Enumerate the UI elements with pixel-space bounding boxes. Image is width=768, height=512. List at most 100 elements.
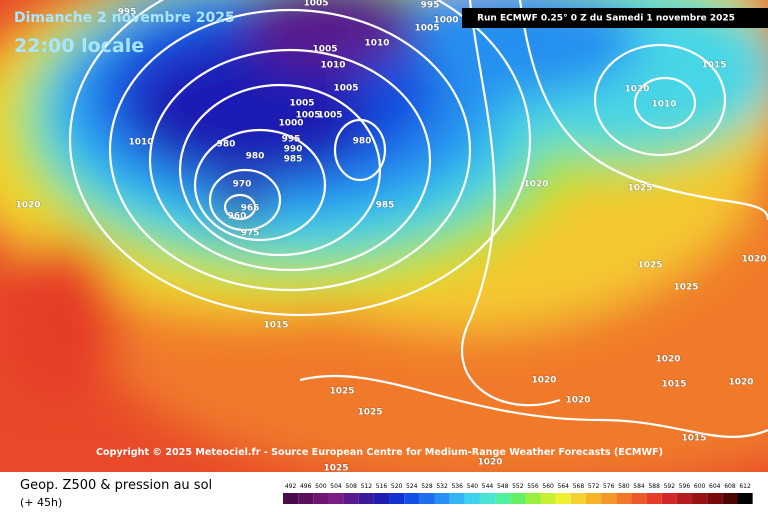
legend-value: 536: [451, 483, 463, 490]
legend-value: 564: [558, 483, 570, 490]
legend-swatch: [676, 493, 693, 504]
isobar-label: 1005: [289, 99, 314, 109]
legend-value: 524: [406, 483, 418, 490]
legend-swatch: [419, 493, 435, 504]
legend-value: 496: [300, 483, 312, 490]
isobar-label: 1020: [741, 255, 766, 265]
legend-swatch: [283, 493, 299, 504]
isobars: [68, 0, 768, 438]
isobar-label: 980: [217, 140, 236, 150]
legend-value: 512: [361, 483, 373, 490]
run-banner: [462, 8, 768, 28]
isobar-label: 1020: [624, 85, 649, 95]
legend-swatch: [449, 493, 465, 504]
legend-swatch: [464, 493, 480, 504]
legend-swatch: [616, 493, 632, 504]
legend-value: 552: [512, 483, 524, 490]
isobar-label: 990: [284, 145, 303, 155]
legend-swatch: [389, 493, 405, 504]
legend-value: 556: [527, 483, 539, 490]
legend-swatch: [692, 493, 708, 504]
legend-swatch: [570, 493, 586, 504]
isobar-label: 1025: [329, 387, 354, 397]
legend-value: 516: [376, 483, 388, 490]
isobar-label: 1010: [364, 39, 389, 49]
legend-swatch: [434, 493, 450, 504]
isobar-label: 1015: [701, 61, 726, 71]
legend-value: 492: [285, 483, 297, 490]
legend-value: 520: [391, 483, 403, 490]
isobar-label: 965: [241, 204, 260, 214]
isobar-label: 1020: [477, 458, 502, 468]
legend-swatch: [631, 493, 647, 504]
isobar-label: 1010: [128, 138, 153, 148]
isobar-label: 985: [284, 155, 303, 165]
isobar-label: 1025: [357, 408, 382, 418]
legend-value: 528: [421, 483, 433, 490]
isobar-label: 1000: [278, 119, 303, 129]
legend-value: 612: [739, 483, 751, 490]
legend-swatch: [661, 493, 677, 504]
legend-value: 580: [618, 483, 630, 490]
legend-value: 504: [330, 483, 342, 490]
legend-value: 548: [497, 483, 509, 490]
legend-value: 596: [679, 483, 691, 490]
isobar-label: 995: [118, 8, 137, 18]
legend-swatch: [737, 493, 753, 504]
date: Dimanche 2 novembre 2025: [14, 10, 235, 26]
isobar-label: 975: [241, 229, 260, 239]
copyright: Copyright © 2025 Meteociel.fr - Source E…: [96, 447, 663, 458]
isobar-label: 995: [421, 1, 440, 11]
isobar-label: 1020: [523, 180, 548, 190]
legend-swatch: [510, 493, 526, 504]
legend-swatch: [495, 493, 511, 504]
isobar-label: 980: [246, 152, 265, 162]
legend-value: 508: [345, 483, 357, 490]
legend-value: 604: [709, 483, 721, 490]
legend-value: 560: [542, 483, 554, 490]
time: 22:00 locale: [14, 35, 144, 57]
legend-value: 600: [694, 483, 706, 490]
isobar-label: 1020: [565, 396, 590, 406]
legend-value: 584: [633, 483, 645, 490]
isobar-label: 1020: [655, 355, 680, 365]
isobar-label: 1005: [303, 0, 328, 9]
legend-value: 592: [664, 483, 676, 490]
isobar-label: 980: [353, 137, 372, 147]
isobar-label: 1020: [531, 376, 556, 386]
footer-lead: (+ 45h): [20, 496, 62, 509]
legend-swatch: [373, 493, 390, 504]
isobar-label: 1015: [661, 380, 686, 390]
footer-title: Geop. Z500 & pression au sol: [20, 478, 212, 493]
legend-value: 500: [315, 483, 327, 490]
legend: 492 496 500 504 508 512 516 520 524 528 532 536 540 5…: [283, 483, 753, 504]
isobar-label: 1005: [414, 24, 439, 34]
legend-value: 532: [436, 483, 448, 490]
legend-swatch: [555, 493, 571, 504]
legend-swatch: [525, 493, 541, 504]
isobar-label: 1005: [317, 111, 342, 121]
legend-value: 588: [648, 483, 660, 490]
isobar-label: 1020: [15, 201, 40, 211]
isobar-label: 1005: [333, 84, 358, 94]
legend-swatch: [601, 493, 617, 504]
isobar-label: 1025: [627, 184, 652, 194]
run-info: Run ECMWF 0.25° 0 Z du Samedi 1 novembre…: [477, 14, 735, 24]
legend-swatch: [343, 493, 359, 504]
isobar-label: 1010: [651, 100, 676, 110]
isobar-label: 1025: [637, 261, 662, 271]
legend-swatch: [479, 493, 496, 504]
legend-swatch: [358, 493, 374, 504]
legend-swatch: [328, 493, 344, 504]
isobar-label: 1005: [295, 111, 320, 121]
isobar-label: 1025: [673, 283, 698, 293]
legend-value: 544: [482, 483, 494, 490]
legend-swatch: [586, 493, 602, 504]
isobar-label: 1015: [263, 321, 288, 331]
legend-value: 572: [588, 483, 600, 490]
legend-swatch: [313, 493, 329, 504]
legend-swatch: [540, 493, 556, 504]
isobar-label: 1010: [320, 61, 345, 71]
isobar-label: 1020: [728, 378, 753, 388]
